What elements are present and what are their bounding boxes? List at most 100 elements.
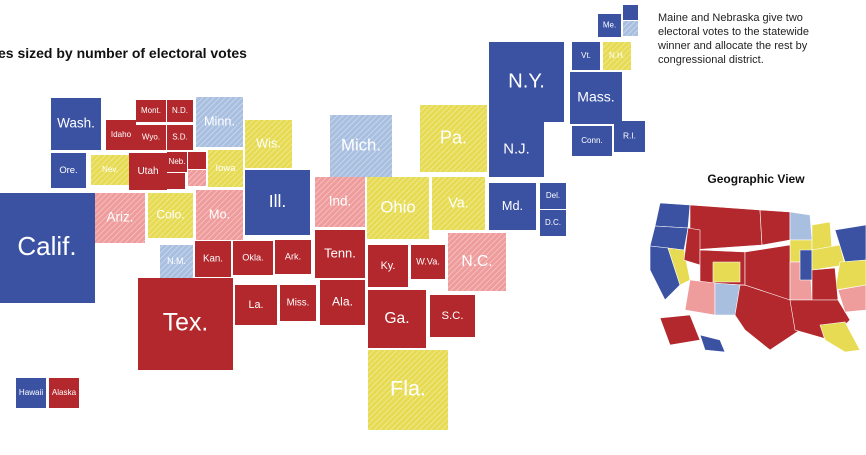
state-tile[interactable]: Colo. (148, 193, 193, 238)
hatch (368, 350, 448, 430)
state-tile[interactable]: N.C. (448, 233, 506, 291)
tile (315, 230, 365, 278)
state-label: Hawaii (19, 388, 43, 397)
state-tile[interactable]: Hawaii (16, 378, 46, 408)
tile (195, 241, 231, 277)
state-label: N.D. (172, 106, 188, 115)
tile (320, 280, 365, 325)
state-tile[interactable]: Ark. (275, 240, 311, 274)
hatch (330, 115, 392, 177)
state-label: Ohio (380, 197, 415, 216)
state-label: Tenn. (324, 245, 356, 260)
state-tile[interactable]: Minn. (196, 97, 243, 147)
state-label: R.I. (623, 131, 636, 141)
state-tile[interactable]: Ill. (245, 170, 310, 235)
state-label: Idaho (111, 130, 132, 139)
tile (167, 100, 193, 122)
state-tile[interactable]: Tex. (138, 278, 233, 370)
state-label: S.D. (172, 133, 188, 142)
state-tile[interactable]: Wis. (245, 120, 292, 168)
state-label: N.Y. (508, 70, 545, 92)
state-label: Mass. (577, 89, 614, 105)
state-tile[interactable]: Kan. (195, 241, 231, 277)
state-tile[interactable]: N.Y. (489, 42, 564, 122)
state-tile[interactable]: Wash. (51, 98, 101, 150)
hatch (208, 150, 243, 187)
state-label: Okla. (242, 252, 263, 262)
state-tile[interactable]: Fla. (368, 350, 448, 430)
state-tile[interactable]: Tenn. (315, 230, 365, 278)
state-tile[interactable]: N.D. (167, 100, 193, 122)
state-tile[interactable]: R.I. (614, 121, 645, 152)
state-tile[interactable]: Ky. (368, 245, 408, 287)
state-tile[interactable]: N.M. (160, 245, 193, 278)
state-label: Wash. (57, 116, 95, 131)
title: es sized by number of electoral votes (0, 45, 247, 61)
state-tile[interactable]: La. (235, 285, 277, 325)
state-tile[interactable]: Mich. (330, 115, 392, 177)
state-label: Del. (546, 191, 560, 200)
state-tile[interactable]: Mont. (136, 100, 166, 122)
tile (368, 245, 408, 287)
hatch (420, 105, 487, 172)
state-tile[interactable]: D.C. (540, 210, 566, 236)
state-tile[interactable]: Ind. (315, 177, 365, 227)
state-label: Ariz. (107, 210, 134, 225)
tile (598, 14, 621, 37)
state-tile[interactable]: Utah (129, 153, 167, 190)
state-label: Va. (448, 195, 468, 211)
state-tile[interactable]: N.H. (603, 42, 631, 70)
state-label: Kan. (203, 254, 223, 265)
state-label: Utah (137, 166, 158, 177)
state-tile[interactable]: W.Va. (411, 245, 445, 279)
state-tile[interactable]: Ala. (320, 280, 365, 325)
tile (129, 153, 167, 190)
state-tile[interactable]: Ga. (368, 290, 426, 348)
tile (235, 285, 277, 325)
hatch (448, 233, 506, 291)
tile (489, 122, 544, 177)
state-tile[interactable]: Ohio (367, 177, 429, 239)
state-tile[interactable]: Mass. (570, 72, 622, 124)
state-tile[interactable]: Alaska (49, 378, 79, 408)
state-tile[interactable]: Conn. (572, 126, 612, 156)
state-tile[interactable]: N.J. (489, 122, 544, 177)
hatch (245, 120, 292, 168)
hatch (196, 190, 243, 240)
tile (0, 193, 95, 303)
state-label: Ark. (285, 251, 301, 261)
state-label: Md. (502, 199, 523, 213)
tile (275, 240, 311, 274)
state-tile[interactable]: Okla. (233, 241, 273, 275)
state-label: N.J. (503, 141, 529, 157)
state-tile[interactable]: Nev. (91, 155, 129, 185)
state-label: Mo. (209, 207, 230, 221)
tile (489, 183, 536, 230)
state-tile[interactable]: Me. (598, 14, 621, 37)
state-tile[interactable]: Neb. (167, 152, 187, 172)
tile (167, 152, 187, 172)
state-tile[interactable]: Ore. (51, 153, 86, 188)
state-tile[interactable]: Del. (540, 183, 566, 209)
state-tile[interactable]: Calif. (0, 193, 95, 303)
state-tile[interactable]: Pa. (420, 105, 487, 172)
geographic-map (649, 202, 866, 353)
state-tile[interactable]: Md. (489, 183, 536, 230)
hatch (315, 177, 365, 227)
state-tile[interactable]: Va. (432, 177, 485, 230)
state-tile[interactable]: Ariz. (95, 193, 145, 243)
state-label: Ga. (384, 310, 409, 327)
state-tile[interactable]: Vt. (572, 42, 600, 70)
state-tile[interactable]: Idaho (106, 120, 136, 150)
state-label: Colo. (156, 208, 184, 222)
state-tile[interactable]: Wyo. (136, 125, 166, 150)
state-tile[interactable]: Mo. (196, 190, 243, 240)
state-tile[interactable]: Miss. (280, 285, 316, 321)
state-label: Minn. (204, 114, 235, 128)
state-tile[interactable]: S.C. (430, 295, 475, 337)
state-tile[interactable]: Iowa (208, 150, 243, 187)
state-label: Ind. (329, 194, 352, 209)
state-tile[interactable]: S.D. (167, 125, 193, 150)
